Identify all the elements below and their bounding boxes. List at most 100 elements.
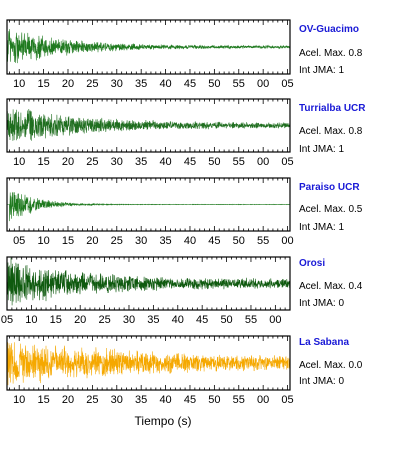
station-name-2: Paraiso UCR	[299, 182, 360, 193]
tick-label-3-7: 40	[172, 314, 184, 326]
accel-label-0: Acel. Max.	[299, 48, 346, 59]
tick-label-4-2: 20	[62, 394, 74, 406]
tick-label-4-6: 40	[159, 394, 171, 406]
tick-label-0-4: 30	[111, 78, 123, 90]
accel-max-2: Acel. Max. 0.5	[299, 204, 362, 215]
tick-label-4-0: 10	[13, 394, 25, 406]
tick-label-2-10: 55	[257, 235, 269, 247]
accel-value-4: 0.0	[348, 360, 363, 371]
tick-label-2-2: 15	[62, 235, 74, 247]
panel-frame-1	[6, 98, 291, 153]
tick-label-3-1: 10	[25, 314, 37, 326]
intensity-value-3: 0	[338, 298, 345, 309]
waveform-1	[6, 108, 291, 141]
accel-value-2: 0.5	[348, 204, 363, 215]
tick-label-2-5: 30	[135, 235, 147, 247]
tick-label-2-6: 35	[159, 235, 171, 247]
tick-label-0-2: 20	[62, 78, 74, 90]
accel-max-0: Acel. Max. 0.8	[299, 48, 362, 59]
intensity-value-2: 1	[338, 222, 345, 233]
station-name-0: OV-Guacimo	[299, 24, 360, 35]
intensity-label-2: Int JMA:	[299, 222, 336, 233]
tick-label-3-11: 00	[269, 314, 281, 326]
waveform-3	[6, 257, 291, 306]
accel-label-3: Acel. Max.	[299, 281, 346, 292]
station-name-1: Turrialba UCR	[299, 103, 366, 114]
tick-label-1-1: 15	[37, 156, 49, 168]
waveform-0	[6, 29, 291, 64]
tick-label-4-11: 05	[281, 394, 293, 406]
accel-label-1: Acel. Max.	[299, 126, 346, 137]
tick-label-1-5: 35	[135, 156, 147, 168]
accel-value-3: 0.4	[348, 281, 363, 292]
tick-label-3-2: 15	[50, 314, 62, 326]
panel-frame-2	[6, 177, 291, 232]
tick-label-4-10: 00	[257, 394, 269, 406]
tick-label-2-0: 05	[13, 235, 25, 247]
tick-label-0-6: 40	[159, 78, 171, 90]
accel-label-4: Acel. Max.	[299, 360, 346, 371]
tick-label-1-9: 55	[233, 156, 245, 168]
tick-label-2-7: 40	[184, 235, 196, 247]
tick-label-0-0: 10	[13, 78, 25, 90]
panel-frame-4	[6, 335, 291, 391]
tick-label-3-5: 30	[123, 314, 135, 326]
panel-frame-0	[6, 19, 291, 75]
intensity-label-4: Int JMA:	[299, 376, 336, 387]
tick-label-1-11: 05	[281, 156, 293, 168]
tick-label-0-5: 35	[135, 78, 147, 90]
tick-label-1-10: 00	[257, 156, 269, 168]
tick-label-0-1: 15	[37, 78, 49, 90]
tick-label-2-11: 00	[281, 235, 293, 247]
int-jma-0: Int JMA: 1	[299, 65, 344, 76]
tick-label-3-4: 25	[98, 314, 110, 326]
accel-value-1: 0.8	[348, 126, 363, 137]
intensity-label-3: Int JMA:	[299, 298, 336, 309]
tick-label-0-10: 00	[257, 78, 269, 90]
intensity-label-1: Int JMA:	[299, 144, 336, 155]
x-axis-label: Tiempo (s)	[134, 414, 192, 428]
tick-label-1-3: 25	[86, 156, 98, 168]
tick-label-4-9: 55	[233, 394, 245, 406]
accel-value-0: 0.8	[348, 48, 363, 59]
tick-label-0-9: 55	[233, 78, 245, 90]
tick-label-3-6: 35	[147, 314, 159, 326]
tick-label-1-4: 30	[111, 156, 123, 168]
intensity-value-1: 1	[338, 144, 345, 155]
waveform-4	[6, 342, 291, 386]
tick-label-0-8: 50	[208, 78, 220, 90]
tick-label-4-4: 30	[111, 394, 123, 406]
tick-label-4-3: 25	[86, 394, 98, 406]
tick-label-3-8: 45	[196, 314, 208, 326]
tick-label-2-8: 45	[208, 235, 220, 247]
station-name-3: Orosi	[299, 258, 326, 269]
tick-label-1-8: 50	[208, 156, 220, 168]
accel-max-1: Acel. Max. 0.8	[299, 126, 362, 137]
int-jma-1: Int JMA: 1	[299, 144, 344, 155]
tick-label-1-6: 40	[159, 156, 171, 168]
tick-label-4-7: 45	[184, 394, 196, 406]
accel-label-2: Acel. Max.	[299, 204, 346, 215]
intensity-label-0: Int JMA:	[299, 65, 336, 76]
intensity-value-4: 0	[338, 376, 345, 387]
int-jma-4: Int JMA: 0	[299, 376, 344, 387]
tick-label-4-1: 15	[37, 394, 49, 406]
tick-label-3-9: 50	[220, 314, 232, 326]
tick-label-1-2: 20	[62, 156, 74, 168]
tick-label-4-5: 35	[135, 394, 147, 406]
tick-label-2-4: 25	[111, 235, 123, 247]
tick-label-0-3: 25	[86, 78, 98, 90]
accel-max-4: Acel. Max. 0.0	[299, 360, 362, 371]
accel-max-3: Acel. Max. 0.4	[299, 281, 362, 292]
tick-label-1-7: 45	[184, 156, 196, 168]
waveform-2	[7, 191, 291, 222]
tick-label-0-7: 45	[184, 78, 196, 90]
tick-label-3-3: 20	[74, 314, 86, 326]
tick-label-4-8: 50	[208, 394, 220, 406]
tick-label-2-9: 50	[233, 235, 245, 247]
int-jma-2: Int JMA: 1	[299, 222, 344, 233]
station-name-4: La Sabana	[299, 337, 350, 348]
int-jma-3: Int JMA: 0	[299, 298, 344, 309]
intensity-value-0: 1	[338, 65, 345, 76]
